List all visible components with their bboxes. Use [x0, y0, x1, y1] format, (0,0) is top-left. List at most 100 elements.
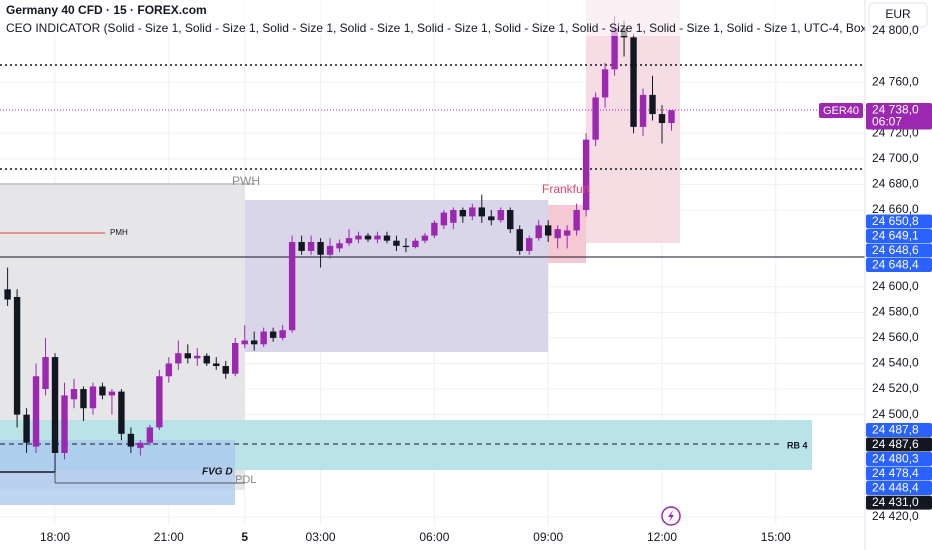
y-tick-label: 24 760,0	[872, 74, 919, 88]
candle-body	[146, 427, 154, 443]
candle-body	[611, 28, 618, 70]
pwh-label: PWH	[232, 174, 260, 188]
candle-body	[108, 391, 116, 396]
y-tick-label: 24 420,0	[872, 509, 919, 523]
candle-body	[563, 230, 571, 236]
price-tag	[866, 229, 932, 244]
frankfurt-label: Frankfurt	[542, 182, 591, 196]
candle-body	[658, 114, 666, 124]
x-tick-label: 15:00	[761, 530, 791, 544]
candle-body	[544, 225, 552, 236]
candle-body	[526, 238, 533, 251]
candle-body	[345, 238, 353, 244]
candle-body	[298, 241, 305, 251]
price-tag	[866, 451, 932, 466]
chart-title: Germany 40 CFD · 15 · FOREX.com	[6, 3, 207, 17]
candle-body	[459, 210, 467, 217]
candle-body	[288, 241, 296, 331]
price-tag-countdown: 06:07	[872, 115, 902, 129]
candle-body	[156, 376, 163, 428]
candle-body	[516, 229, 523, 251]
candle-body	[279, 330, 286, 338]
candle-body	[307, 241, 315, 251]
y-tick-label: 24 500,0	[872, 407, 919, 421]
symbol-tag	[819, 103, 863, 118]
candle-body	[421, 235, 429, 241]
price-tag	[866, 258, 932, 273]
candle-body	[4, 289, 11, 300]
candle-body	[184, 353, 191, 359]
y-tick-label: 24 540,0	[872, 356, 919, 370]
price-tag	[866, 102, 932, 130]
price-tag-label: 24 650,8	[872, 214, 919, 228]
pmh-label: PMH	[110, 228, 128, 237]
session-box	[245, 200, 548, 352]
candle-body	[70, 389, 78, 400]
candle-body	[554, 229, 561, 239]
candle-body	[497, 210, 504, 221]
candle-body	[23, 414, 30, 443]
symbol-label: GER40	[823, 105, 859, 117]
candle-body	[80, 389, 87, 409]
price-tag-label: 24 480,3	[872, 451, 919, 465]
candle-body	[668, 110, 675, 124]
candle-body	[639, 94, 647, 127]
price-tag	[866, 243, 932, 258]
candle-body	[469, 207, 476, 217]
candle-body	[601, 69, 609, 98]
candle-body	[573, 210, 580, 231]
price-tag	[866, 214, 932, 229]
candle-body	[222, 366, 229, 374]
candle-body	[250, 340, 258, 345]
candle-body	[165, 363, 173, 377]
chart-subtitle: CEO INDICATOR (Solid - Size 1, Solid - S…	[6, 21, 911, 35]
x-tick-label: 12:00	[647, 530, 677, 544]
price-tag-label: 24 648,4	[872, 257, 919, 271]
candle-body	[194, 355, 201, 359]
candle-body	[402, 245, 410, 248]
price-tag	[866, 437, 932, 452]
candle-body	[232, 343, 239, 374]
candle-body	[582, 139, 590, 210]
candle-body	[440, 212, 448, 226]
candle-body	[118, 391, 125, 434]
event-icon-bolt	[668, 510, 674, 522]
candle-body	[260, 331, 267, 345]
candle-body	[213, 363, 220, 367]
price-tag	[866, 480, 932, 495]
candle-body	[383, 235, 391, 241]
y-tick-label: 24 520,0	[872, 381, 919, 395]
y-tick-label: 24 600,0	[872, 279, 919, 293]
currency[interactable]: EUR	[885, 7, 911, 21]
y-tick-label: 24 560,0	[872, 330, 919, 344]
price-tag-label: 24 648,6	[872, 243, 919, 257]
candle-body	[355, 235, 362, 240]
currency-button[interactable]	[868, 2, 928, 28]
price-tag-label: 24 448,4	[872, 480, 919, 494]
candle-body	[32, 376, 40, 447]
candle-body	[269, 331, 277, 338]
candle-body	[450, 210, 457, 223]
price-tag-label: 24 487,6	[872, 437, 919, 451]
candle-body	[317, 241, 324, 255]
candle-body	[535, 225, 542, 239]
candle-body	[326, 245, 334, 255]
y-tick-label: 24 580,0	[872, 304, 919, 318]
x-tick-label: 5	[241, 530, 248, 544]
candle-body	[99, 386, 106, 396]
price-tag-label: 24 738,0	[872, 102, 919, 116]
candle-body	[374, 235, 381, 240]
candle-body	[61, 395, 68, 453]
y-tick-label: 24 680,0	[872, 177, 919, 191]
x-tick-label: 21:00	[154, 530, 184, 544]
ticks: 24 800,024 760,024 720,024 700,024 680,0…	[40, 23, 932, 544]
price-tag-label: 24 487,8	[872, 422, 919, 436]
candle-body	[630, 37, 637, 127]
pdl-label: PDL	[235, 474, 256, 486]
candle-body	[488, 216, 495, 221]
x-tick-label: 18:00	[40, 530, 70, 544]
candle-body	[592, 97, 599, 140]
candle-body	[13, 296, 21, 415]
candle-body	[507, 210, 514, 230]
